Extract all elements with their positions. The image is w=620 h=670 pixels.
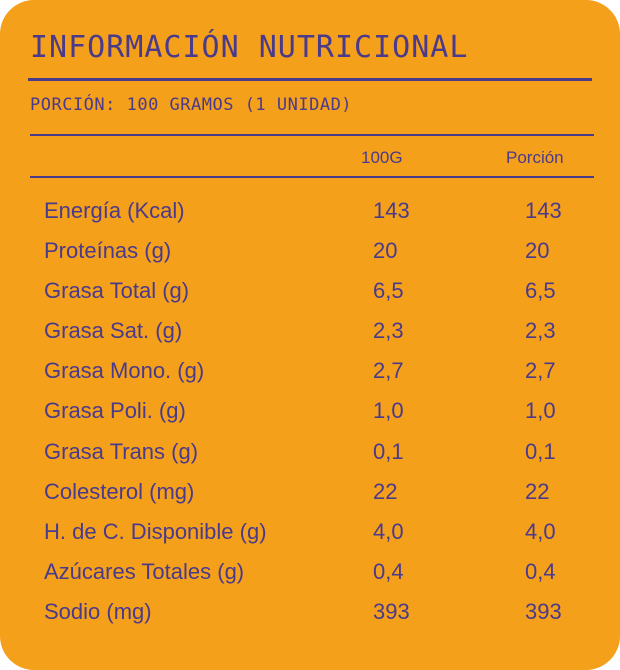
- row-value-portion: 4,0: [525, 518, 556, 544]
- table-row: H. de C. Disponible (g) 4,0 4,0: [44, 516, 604, 556]
- row-label: Grasa Total (g): [44, 278, 190, 304]
- row-label: Grasa Mono. (g): [44, 358, 205, 384]
- table-row: Grasa Total (g) 6,5 6,5: [44, 275, 604, 315]
- row-label: Grasa Poli. (g): [44, 398, 186, 424]
- page-title: INFORMACIÓN NUTRICIONAL: [30, 30, 469, 65]
- table-row: Azúcares Totales (g) 0,4 0,4: [44, 556, 604, 596]
- row-value-100g: 2,7: [373, 358, 404, 384]
- table-row: Energía (Kcal) 143 143: [44, 195, 604, 235]
- row-label: Grasa Trans (g): [44, 438, 199, 464]
- row-label: H. de C. Disponible (g): [44, 518, 267, 544]
- row-value-portion: 0,4: [525, 558, 556, 584]
- row-label: Sodio (mg): [44, 598, 152, 624]
- table-row: Proteínas (g) 20 20: [44, 235, 604, 275]
- row-value-portion: 1,0: [525, 398, 556, 424]
- row-value-100g: 143: [373, 198, 410, 223]
- row-value-portion: 2,3: [525, 318, 556, 344]
- table-row: Grasa Sat. (g) 2,3 2,3: [44, 315, 604, 355]
- column-header-100g: 100G: [361, 148, 403, 167]
- row-value-portion: 2,7: [525, 358, 556, 384]
- row-label: Energía (Kcal): [44, 198, 185, 223]
- row-value-100g: 0,1: [373, 438, 404, 464]
- row-label: Proteínas (g): [44, 238, 172, 264]
- table-row: Grasa Poli. (g) 1,0 1,0: [44, 395, 604, 435]
- row-value-portion: 143: [525, 198, 562, 223]
- table-row: Colesterol (mg) 22 22: [44, 476, 604, 516]
- row-label: Colesterol (mg): [44, 478, 195, 504]
- row-value-100g: 393: [373, 598, 410, 624]
- table-row: Grasa Trans (g) 0,1 0,1: [44, 436, 604, 476]
- row-value-100g: 0,4: [373, 558, 404, 584]
- row-value-portion: 0,1: [525, 438, 556, 464]
- column-header-portion: Porción: [506, 148, 564, 167]
- row-value-100g: 22: [373, 478, 398, 504]
- title-divider: [28, 78, 592, 81]
- header-divider-bottom: [30, 176, 594, 178]
- row-value-portion: 6,5: [525, 278, 556, 304]
- nutrition-table: Energía (Kcal) 143 143 Proteínas (g) 20 …: [44, 195, 604, 636]
- table-row: Sodio (mg) 393 393: [44, 596, 604, 636]
- row-value-100g: 1,0: [373, 398, 404, 424]
- row-value-100g: 6,5: [373, 278, 404, 304]
- row-label: Grasa Sat. (g): [44, 318, 183, 344]
- header-divider-top: [30, 134, 594, 136]
- row-value-100g: 20: [373, 238, 398, 264]
- table-row: Grasa Mono. (g) 2,7 2,7: [44, 355, 604, 395]
- row-label: Azúcares Totales (g): [44, 558, 245, 584]
- row-value-portion: 393: [525, 598, 562, 624]
- row-value-portion: 20: [525, 238, 550, 264]
- row-value-100g: 2,3: [373, 318, 404, 344]
- row-value-portion: 22: [525, 478, 550, 504]
- row-value-100g: 4,0: [373, 518, 404, 544]
- portion-size: PORCIÓN: 100 GRAMOS (1 UNIDAD): [30, 95, 353, 115]
